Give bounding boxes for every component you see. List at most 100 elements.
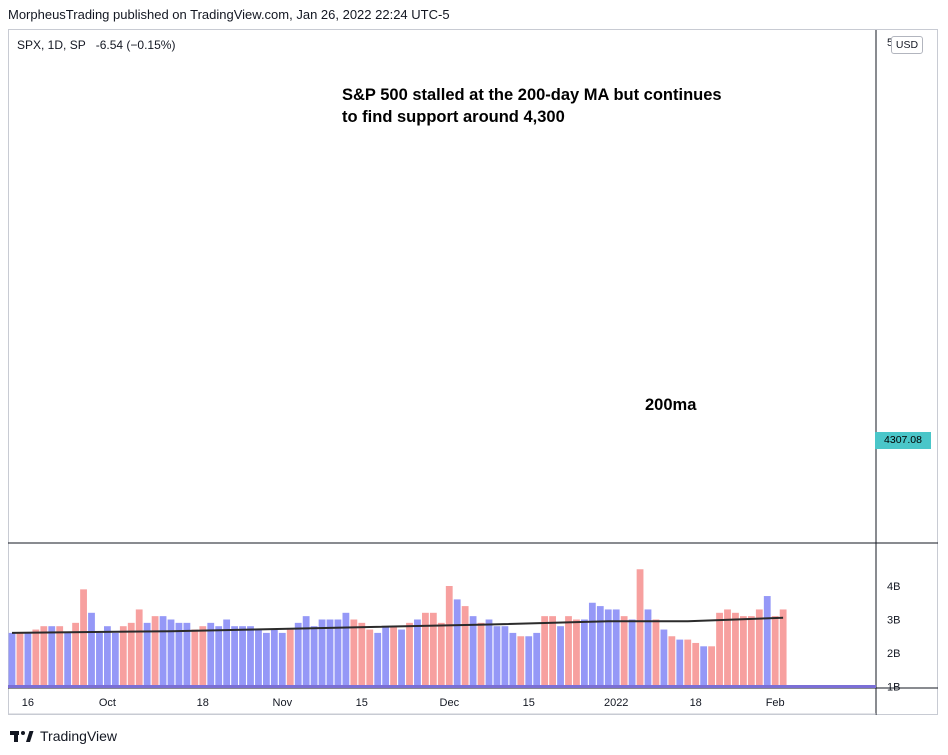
volume-bar bbox=[270, 629, 278, 688]
volume-ma-line bbox=[11, 616, 784, 634]
support-price-tag: 4307.08 bbox=[875, 432, 931, 449]
volume-bar bbox=[135, 609, 143, 688]
volume-bar bbox=[414, 619, 421, 688]
volume-bar bbox=[390, 626, 397, 688]
volume-tick-label: 1B bbox=[887, 682, 900, 694]
volume-bar bbox=[747, 616, 755, 688]
volume-bar bbox=[366, 629, 374, 688]
volume-tick-label: 2B bbox=[887, 648, 900, 660]
volume-bar bbox=[143, 622, 151, 688]
volume-bar bbox=[652, 619, 660, 688]
volume-bar bbox=[247, 626, 254, 688]
currency-badge[interactable]: USD bbox=[891, 36, 923, 54]
volume-bar bbox=[636, 569, 644, 688]
volume-bar bbox=[24, 632, 32, 688]
volume-bar bbox=[596, 606, 604, 688]
symbol-change-pct: (−0.15%) bbox=[126, 38, 176, 52]
volume-bar bbox=[342, 612, 350, 688]
volume-bar bbox=[724, 609, 731, 688]
annotation-line-1: S&P 500 stalled at the 200-day MA but co… bbox=[342, 86, 722, 104]
volume-bar bbox=[104, 626, 111, 688]
volume-bar bbox=[779, 609, 787, 688]
volume-bar bbox=[700, 646, 708, 688]
volume-bar bbox=[581, 619, 588, 688]
volume-bar bbox=[469, 616, 477, 688]
symbol-name: SPX, 1D, SP bbox=[17, 38, 86, 52]
volume-bar bbox=[48, 626, 56, 688]
time-tick-label: Feb bbox=[766, 697, 785, 709]
volume-bar bbox=[676, 639, 684, 688]
volume-bar bbox=[119, 626, 127, 688]
volume-bar bbox=[406, 622, 413, 688]
time-tick-label: 18 bbox=[690, 697, 702, 709]
volume-bar bbox=[716, 612, 723, 688]
volume-bar bbox=[398, 629, 405, 688]
volume-bar bbox=[557, 626, 564, 688]
volume-bar bbox=[207, 622, 215, 688]
volume-bar bbox=[318, 619, 326, 688]
volume-bar bbox=[167, 619, 175, 688]
volume-bar bbox=[668, 636, 676, 688]
time-tick-label: 15 bbox=[356, 697, 368, 709]
volume-bar bbox=[358, 622, 366, 688]
volume-bar bbox=[771, 616, 779, 688]
volume-bar bbox=[334, 619, 342, 688]
volume-bar bbox=[755, 609, 763, 688]
volume-bar bbox=[127, 622, 135, 688]
volume-bar bbox=[64, 632, 72, 688]
volume-bar bbox=[16, 632, 24, 688]
volume-bar bbox=[628, 619, 636, 688]
volume-bar bbox=[255, 629, 262, 688]
grid bbox=[8, 30, 938, 715]
volume-bar bbox=[565, 616, 572, 688]
volume-bar bbox=[525, 636, 533, 688]
volume-bar bbox=[223, 619, 231, 688]
volume-bar bbox=[286, 629, 294, 688]
volume-bar bbox=[445, 586, 453, 688]
volume-bar bbox=[159, 616, 167, 688]
time-tick-label: 15 bbox=[523, 697, 535, 709]
volume-bar bbox=[461, 606, 469, 688]
volume-bar bbox=[763, 596, 771, 688]
tradingview-logo-icon bbox=[10, 731, 34, 742]
volume-bar bbox=[660, 629, 668, 688]
volume-bar bbox=[40, 626, 48, 688]
volume-bar bbox=[573, 619, 580, 688]
time-tick-label: 16 bbox=[22, 697, 34, 709]
volume-bar bbox=[644, 609, 652, 688]
volume-bar bbox=[453, 599, 461, 688]
tradingview-logo[interactable]: TradingView bbox=[10, 728, 117, 744]
volume-bar bbox=[740, 616, 747, 688]
time-tick-label: Oct bbox=[99, 697, 116, 709]
volume-bar bbox=[620, 616, 628, 688]
ma200-label: 200ma bbox=[645, 396, 697, 414]
volume-bar bbox=[732, 612, 739, 688]
volume-bar bbox=[199, 626, 207, 688]
volume-bar bbox=[533, 632, 541, 688]
time-tick-label: 18 bbox=[197, 697, 209, 709]
time-tick-label: Nov bbox=[273, 697, 293, 709]
symbol-legend[interactable]: SPX, 1D, SP -6.54 (−0.15%) bbox=[17, 38, 175, 52]
volume-bar bbox=[477, 622, 485, 688]
annotation-line-2: to find support around 4,300 bbox=[342, 108, 565, 126]
volume-bar bbox=[509, 632, 517, 688]
volume-bar bbox=[493, 626, 501, 688]
volume-bar bbox=[350, 619, 358, 688]
volume-bar bbox=[588, 602, 596, 688]
volume-bar bbox=[263, 632, 270, 688]
volume-bar bbox=[485, 619, 493, 688]
volume-bar bbox=[151, 616, 159, 688]
volume-bar bbox=[708, 646, 715, 688]
volume-bar bbox=[501, 626, 509, 688]
tradingview-brand: TradingView bbox=[40, 728, 118, 744]
volume-bar bbox=[8, 632, 16, 688]
volume-bar bbox=[326, 619, 334, 688]
volume-tick-label: 3B bbox=[887, 615, 900, 627]
volume-bar bbox=[294, 622, 302, 688]
volume-bar bbox=[111, 632, 119, 688]
volume-bar bbox=[88, 612, 95, 688]
axes: 4155.004205.004255.004365.004425.004485.… bbox=[22, 37, 901, 709]
volume-bar bbox=[175, 622, 183, 688]
time-tick-label: Dec bbox=[440, 697, 460, 709]
